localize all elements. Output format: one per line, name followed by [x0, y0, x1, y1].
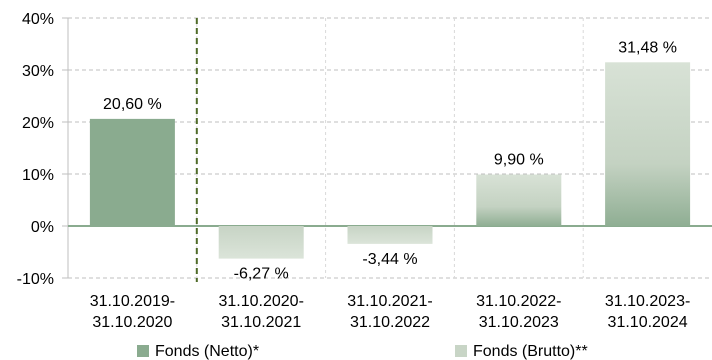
y-tick-label: 20%	[22, 115, 54, 132]
x-tick-label: 31.10.2020	[92, 314, 172, 331]
bar-3	[347, 226, 433, 244]
y-axis-ticks: -10% 0% 10% 20% 30% 40%	[17, 11, 68, 288]
bar-5	[605, 62, 691, 226]
x-axis-ticks: 31.10.2019- 31.10.2020 31.10.2020- 31.10.20…	[90, 293, 691, 331]
legend-label-netto: Fonds (Netto)*	[155, 343, 259, 360]
x-tick-label: 31.10.2022-	[476, 293, 561, 310]
data-label-5: 31,48 %	[618, 39, 677, 56]
x-tick-label: 31.10.2021	[221, 314, 301, 331]
data-label-2: -6,27 %	[234, 266, 289, 283]
legend-label-brutto: Fonds (Brutto)**	[473, 343, 588, 360]
x-tick-label: 31.10.2023	[479, 314, 559, 331]
bar-1	[89, 118, 175, 226]
bars	[89, 62, 691, 259]
y-tick-label: -10%	[17, 271, 54, 288]
legend-swatch-brutto	[455, 345, 467, 357]
data-label-1: 20,60 %	[103, 96, 162, 113]
data-labels: 20,60 % -6,27 % -3,44 % 9,90 % 31,48 %	[103, 39, 677, 282]
x-tick-label: 31.10.2023-	[605, 293, 690, 310]
legend-swatch-netto	[137, 345, 149, 357]
bar-2	[218, 226, 304, 259]
y-tick-label: 40%	[22, 11, 54, 28]
legend: Fonds (Netto)* Fonds (Brutto)**	[137, 343, 588, 360]
y-tick-label: 30%	[22, 63, 54, 80]
gridlines	[68, 17, 712, 279]
x-tick-label: 31.10.2019-	[90, 293, 175, 310]
y-tick-label: 0%	[31, 219, 54, 236]
x-tick-label: 31.10.2022	[350, 314, 430, 331]
bar-4	[476, 174, 562, 226]
data-label-3: -3,44 %	[362, 251, 417, 268]
data-label-4: 9,90 %	[494, 152, 544, 169]
x-tick-label: 31.10.2024	[608, 314, 688, 331]
x-tick-label: 31.10.2020-	[218, 293, 303, 310]
y-tick-label: 10%	[22, 167, 54, 184]
x-tick-label: 31.10.2021-	[347, 293, 432, 310]
